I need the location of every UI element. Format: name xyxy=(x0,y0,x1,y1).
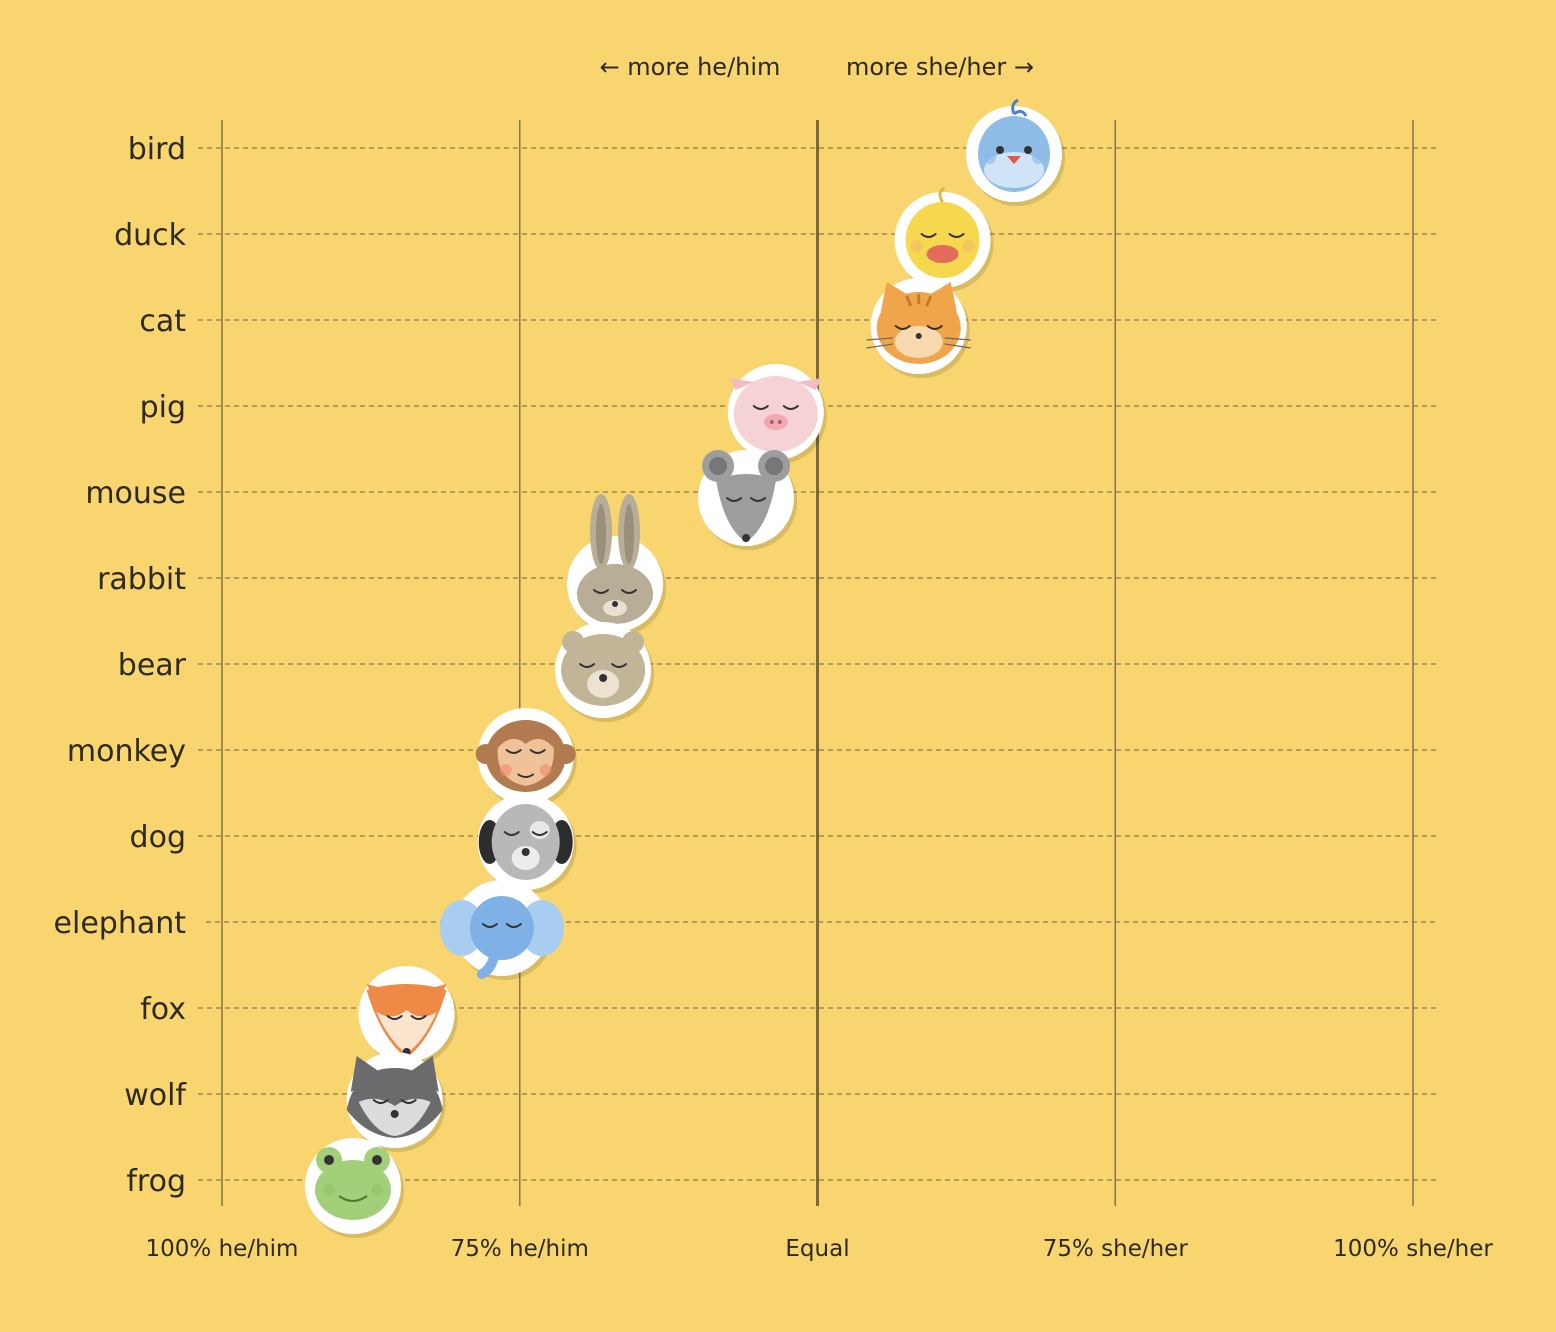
duck-face-icon xyxy=(905,186,980,278)
point-dog xyxy=(477,794,577,894)
category-label-duck: duck xyxy=(114,218,187,253)
point-mouse xyxy=(698,450,798,550)
category-label-pig: pig xyxy=(140,390,186,425)
category-label-bird: bird xyxy=(128,132,186,167)
point-cat xyxy=(866,278,971,378)
rabbit-face-icon xyxy=(577,494,654,624)
point-duck xyxy=(894,186,994,292)
category-label-monkey: monkey xyxy=(67,734,186,769)
mouse-face-icon xyxy=(702,450,791,542)
frog-face-icon xyxy=(315,1147,392,1220)
point-rabbit xyxy=(567,494,667,636)
x-tick-label-4: 100% she/her xyxy=(1333,1236,1493,1262)
x-tick-label-1: 75% he/him xyxy=(451,1236,589,1262)
bird-face-icon xyxy=(978,98,1051,192)
elephant-face-icon xyxy=(439,896,564,979)
cat-face-icon xyxy=(866,282,971,364)
bear-face-icon xyxy=(561,631,646,706)
direction-label-left: ← more he/him xyxy=(600,53,781,81)
x-tick-label-3: 75% she/her xyxy=(1043,1236,1189,1262)
category-label-dog: dog xyxy=(130,820,186,855)
grid-layer xyxy=(198,120,1436,1206)
fox-face-icon xyxy=(366,984,447,1058)
label-layer: ← more he/him more she/her → bird duck cat… xyxy=(54,53,1034,1199)
x-tick-labels: 100% he/him 75% he/him Equal 75% she/her 100… xyxy=(146,1236,1494,1262)
point-pig xyxy=(727,364,827,464)
point-wolf xyxy=(346,1052,446,1152)
direction-label-right: more she/her → xyxy=(846,53,1034,81)
category-label-bear: bear xyxy=(118,648,187,683)
category-label-wolf: wolf xyxy=(124,1078,187,1113)
point-bird xyxy=(966,98,1066,206)
category-label-mouse: mouse xyxy=(85,476,186,511)
monkey-face-icon xyxy=(475,720,576,792)
point-fox xyxy=(358,966,458,1066)
point-monkey xyxy=(475,708,577,808)
point-frog xyxy=(305,1138,405,1238)
point-elephant xyxy=(439,880,564,980)
category-label-cat: cat xyxy=(139,304,186,339)
category-label-frog: frog xyxy=(126,1164,186,1199)
wolf-face-icon xyxy=(346,1056,443,1138)
pig-face-icon xyxy=(729,376,822,452)
dog-face-icon xyxy=(478,804,573,880)
point-bear xyxy=(555,622,655,722)
category-label-elephant: elephant xyxy=(54,906,187,941)
data-points xyxy=(305,98,1066,1238)
x-tick-label-0: 100% he/him xyxy=(146,1236,299,1262)
category-label-rabbit: rabbit xyxy=(97,562,186,597)
x-tick-label-2: Equal xyxy=(785,1236,849,1262)
category-label-fox: fox xyxy=(140,992,186,1027)
